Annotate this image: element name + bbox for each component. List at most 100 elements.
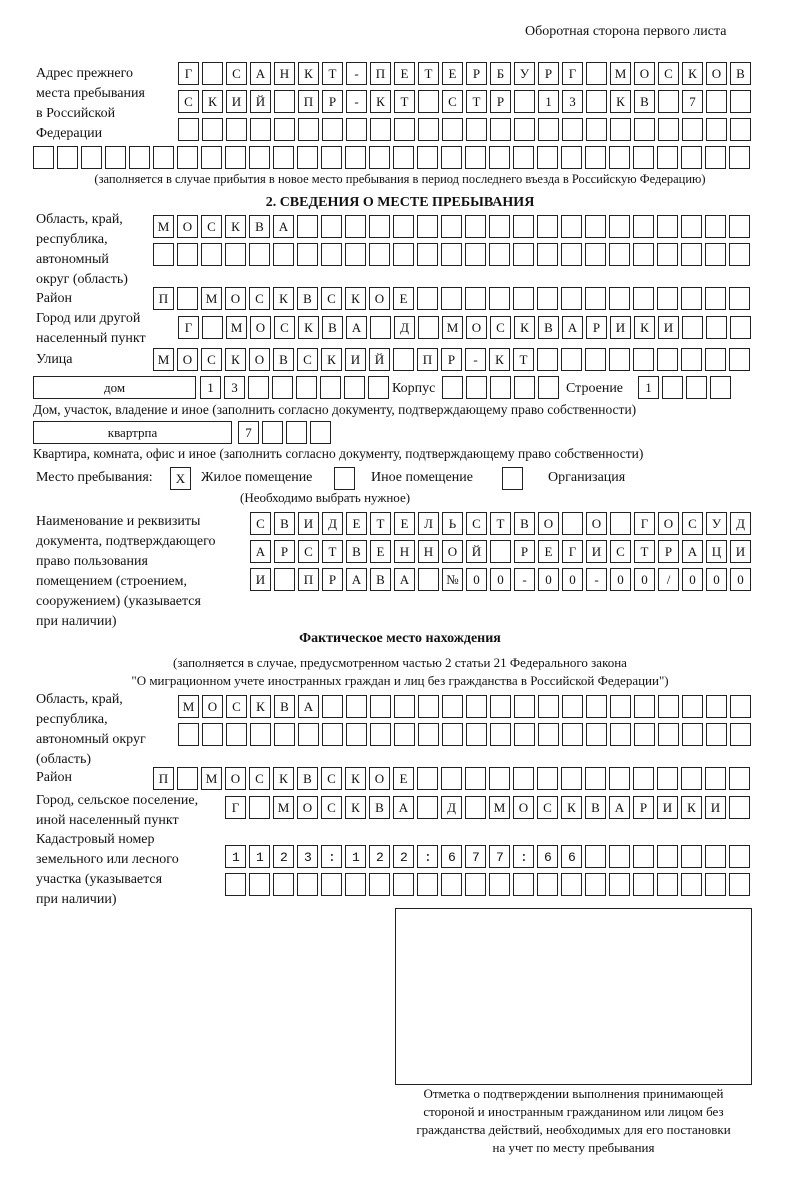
char-cell[interactable]: [609, 873, 630, 896]
char-cell[interactable]: Г: [225, 796, 246, 819]
char-cell[interactable]: [489, 215, 510, 238]
char-cell[interactable]: Р: [322, 568, 343, 591]
char-cell[interactable]: М: [226, 316, 247, 339]
char-cell[interactable]: [441, 243, 462, 266]
char-cell[interactable]: С: [610, 540, 631, 563]
char-cell[interactable]: 0: [706, 568, 727, 591]
char-cell[interactable]: С: [178, 90, 199, 113]
char-cell[interactable]: [705, 287, 726, 310]
char-cell[interactable]: [393, 873, 414, 896]
char-cell[interactable]: Е: [394, 512, 415, 535]
char-cell[interactable]: Р: [274, 540, 295, 563]
char-cell[interactable]: И: [298, 512, 319, 535]
char-cell[interactable]: [286, 421, 307, 444]
char-cell[interactable]: Й: [250, 90, 271, 113]
char-cell[interactable]: И: [586, 540, 607, 563]
char-cell[interactable]: [562, 695, 583, 718]
char-cell[interactable]: С: [658, 62, 679, 85]
char-cell[interactable]: [537, 873, 558, 896]
char-cell[interactable]: [586, 118, 607, 141]
char-cell[interactable]: [537, 845, 558, 868]
char-cell[interactable]: [370, 695, 391, 718]
char-cell[interactable]: [417, 243, 438, 266]
char-cell[interactable]: В: [249, 215, 270, 238]
char-cell[interactable]: С: [249, 767, 270, 790]
char-cell[interactable]: [537, 348, 558, 371]
char-cell[interactable]: Е: [393, 287, 414, 310]
char-cell[interactable]: [273, 243, 294, 266]
char-cell[interactable]: Г: [178, 316, 199, 339]
char-cell[interactable]: Т: [394, 90, 415, 113]
char-cell[interactable]: Т: [490, 512, 511, 535]
char-cell[interactable]: [585, 845, 606, 868]
char-cell[interactable]: Н: [418, 540, 439, 563]
char-cell[interactable]: [153, 146, 174, 169]
char-cell[interactable]: [394, 723, 415, 746]
char-cell[interactable]: -: [465, 348, 486, 371]
char-cell[interactable]: [345, 243, 366, 266]
char-cell[interactable]: [466, 695, 487, 718]
char-cell[interactable]: [705, 243, 726, 266]
char-cell[interactable]: С: [682, 512, 703, 535]
char-cell[interactable]: О: [369, 767, 390, 790]
char-cell[interactable]: [514, 118, 535, 141]
char-cell[interactable]: [441, 215, 462, 238]
char-cell[interactable]: Р: [514, 540, 535, 563]
char-cell[interactable]: [561, 873, 582, 896]
char-cell[interactable]: Б: [490, 62, 511, 85]
char-cell[interactable]: [297, 243, 318, 266]
char-cell[interactable]: Т: [466, 90, 487, 113]
char-cell[interactable]: 0: [610, 568, 631, 591]
char-cell[interactable]: [561, 215, 582, 238]
char-cell[interactable]: С: [226, 62, 247, 85]
char-cell[interactable]: [201, 146, 222, 169]
char-cell[interactable]: [537, 287, 558, 310]
char-cell[interactable]: И: [658, 316, 679, 339]
char-cell[interactable]: [370, 118, 391, 141]
char-cell[interactable]: [658, 695, 679, 718]
char-cell[interactable]: [393, 845, 414, 868]
char-cell[interactable]: -: [346, 90, 367, 113]
char-cell[interactable]: [249, 796, 270, 819]
char-cell[interactable]: [634, 118, 655, 141]
char-cell[interactable]: А: [393, 796, 414, 819]
char-cell[interactable]: [657, 873, 678, 896]
char-cell[interactable]: [634, 695, 655, 718]
char-cell[interactable]: О: [177, 348, 198, 371]
char-cell[interactable]: В: [369, 796, 390, 819]
char-cell[interactable]: [465, 243, 486, 266]
char-cell[interactable]: [729, 845, 750, 868]
char-cell[interactable]: [657, 845, 678, 868]
char-cell[interactable]: [442, 695, 463, 718]
char-cell[interactable]: [201, 243, 222, 266]
char-cell[interactable]: 0: [490, 568, 511, 591]
char-cell[interactable]: [657, 146, 678, 169]
char-cell[interactable]: А: [298, 695, 319, 718]
char-cell[interactable]: [586, 90, 607, 113]
char-cell[interactable]: [514, 376, 535, 399]
char-cell[interactable]: [686, 376, 707, 399]
char-cell[interactable]: К: [225, 348, 246, 371]
char-cell[interactable]: Р: [658, 540, 679, 563]
char-cell[interactable]: И: [345, 348, 366, 371]
char-cell[interactable]: [370, 723, 391, 746]
char-cell[interactable]: [321, 873, 342, 896]
char-cell[interactable]: И: [250, 568, 271, 591]
char-cell[interactable]: [537, 146, 558, 169]
char-cell[interactable]: В: [297, 287, 318, 310]
char-cell[interactable]: О: [634, 62, 655, 85]
char-cell[interactable]: 0: [466, 568, 487, 591]
char-cell[interactable]: И: [730, 540, 751, 563]
char-cell[interactable]: №: [442, 568, 463, 591]
char-cell[interactable]: [586, 695, 607, 718]
char-cell[interactable]: П: [370, 62, 391, 85]
char-cell[interactable]: [490, 695, 511, 718]
char-cell[interactable]: 1: [200, 376, 221, 399]
char-cell[interactable]: С: [442, 90, 463, 113]
char-cell[interactable]: В: [585, 796, 606, 819]
char-cell[interactable]: Р: [466, 62, 487, 85]
char-cell[interactable]: [657, 215, 678, 238]
char-cell[interactable]: [681, 146, 702, 169]
char-cell[interactable]: К: [202, 90, 223, 113]
char-cell[interactable]: [682, 316, 703, 339]
